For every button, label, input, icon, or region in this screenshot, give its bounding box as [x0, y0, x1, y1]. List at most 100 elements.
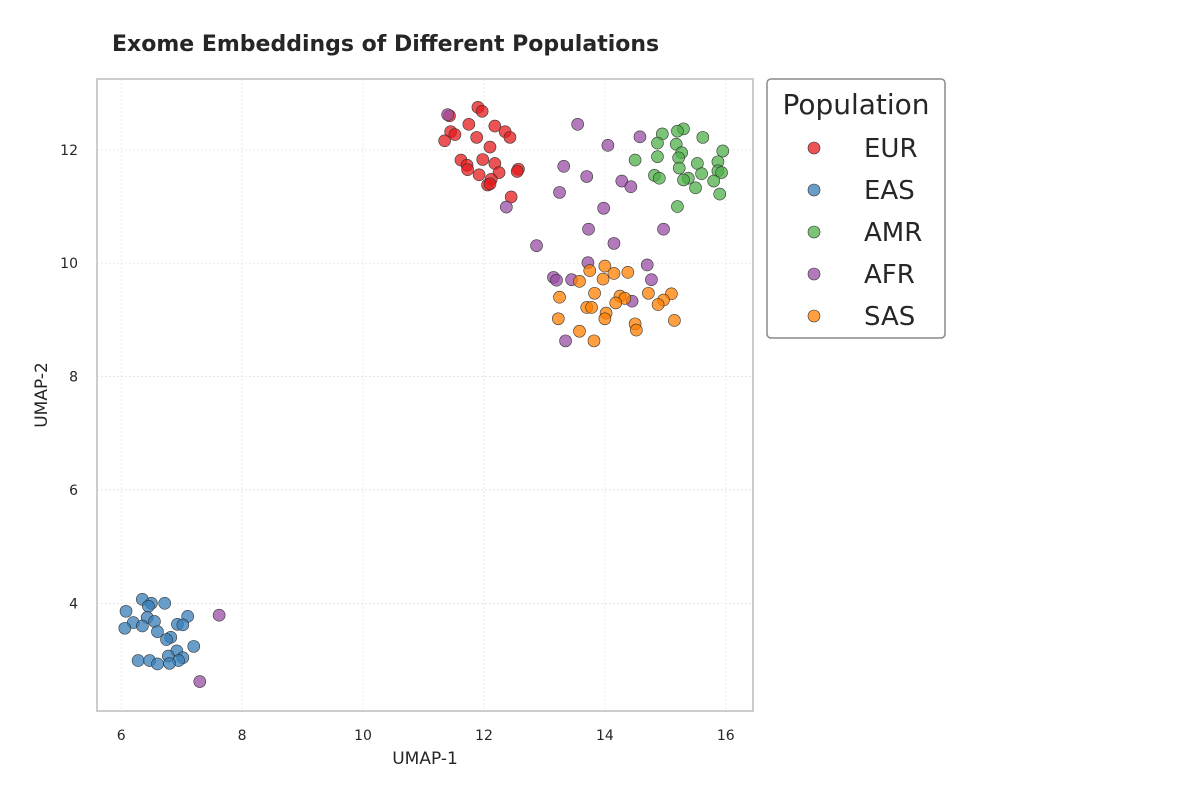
legend-marker: [807, 183, 821, 197]
series-amr: [628, 122, 730, 213]
x-tick-label: 10: [354, 728, 372, 744]
data-point-eas: [119, 604, 133, 618]
data-point-afr: [597, 201, 610, 215]
data-point-amr: [628, 153, 642, 167]
data-point-eas: [160, 633, 173, 646]
data-point-afr: [624, 180, 638, 193]
data-point-sas: [573, 324, 586, 338]
x-axis-ticks: 6 8 10 12 14 16: [117, 728, 735, 744]
legend-marker: [807, 267, 821, 281]
plot-frame: [96, 78, 754, 712]
data-point-amr: [672, 161, 686, 175]
data-point-sas: [630, 323, 643, 337]
legend-item-sas: SAS: [807, 302, 915, 332]
data-point-afr: [607, 237, 621, 250]
data-point-eur: [503, 131, 517, 144]
data-point-eur: [488, 119, 502, 133]
y-tick-label: 4: [69, 596, 78, 612]
data-point-sas: [609, 296, 623, 310]
data-point-eur: [483, 140, 497, 154]
data-point-afr: [615, 174, 629, 188]
data-point-afr: [500, 200, 513, 214]
y-tick-label: 6: [69, 483, 78, 499]
legend-label: AFR: [864, 260, 915, 290]
data-point-amr: [707, 174, 721, 188]
data-point-amr: [671, 124, 684, 138]
legend-item-amr: AMR: [807, 218, 922, 248]
data-point-sas: [585, 301, 598, 314]
data-point-afr: [557, 159, 571, 173]
data-point-afr: [559, 334, 572, 348]
data-point-amr: [715, 166, 728, 179]
y-tick-label: 8: [69, 370, 78, 386]
data-point-amr: [696, 131, 710, 144]
x-tick-label: 14: [596, 728, 614, 744]
data-point-eas: [158, 597, 172, 610]
data-point-amr: [651, 136, 664, 150]
x-tick-label: 8: [238, 728, 247, 744]
legend-label: AMR: [864, 218, 922, 248]
data-point-afr: [553, 186, 566, 199]
data-point-sas: [598, 312, 612, 326]
legend-title: Population: [782, 88, 929, 121]
data-point-amr: [695, 167, 708, 180]
data-point-sas: [621, 265, 635, 279]
data-point-afr: [212, 608, 226, 622]
data-point-sas: [651, 298, 665, 311]
data-point-eas: [118, 621, 132, 635]
data-point-eas: [163, 657, 176, 670]
legend-item-eas: EAS: [807, 176, 915, 206]
data-point-eur: [483, 177, 497, 191]
legend-marker: [807, 225, 821, 239]
series-eur: [438, 101, 525, 204]
data-point-afr: [530, 239, 543, 252]
data-point-afr: [640, 258, 654, 272]
data-point-eur: [504, 190, 518, 204]
data-point-afr: [441, 108, 454, 122]
data-point-eur: [438, 134, 451, 148]
data-point-eur: [462, 118, 476, 131]
data-point-amr: [671, 200, 684, 213]
data-point-amr: [651, 150, 664, 163]
y-axis-label: UMAP-2: [32, 362, 52, 428]
legend-marker: [807, 141, 821, 155]
data-point-sas: [668, 314, 681, 327]
data-point-sas: [642, 286, 655, 300]
data-point-afr: [550, 273, 563, 287]
data-point-sas: [553, 290, 566, 304]
chart-title: Exome Embeddings of Different Population…: [112, 32, 659, 57]
legend-label: EUR: [864, 134, 918, 164]
data-point-afr: [645, 273, 658, 286]
data-point-eur: [472, 168, 486, 182]
data-point-afr: [193, 675, 207, 688]
data-point-sas: [598, 259, 612, 273]
data-point-eur: [476, 153, 490, 166]
data-point-eur: [510, 165, 524, 178]
data-point-afr: [582, 222, 595, 236]
data-point-eur: [461, 163, 474, 176]
legend-label: SAS: [864, 302, 915, 332]
data-point-amr: [689, 181, 702, 195]
data-point-sas: [583, 264, 597, 277]
data-points: [118, 101, 730, 688]
data-point-sas: [588, 286, 601, 300]
data-point-sas: [573, 275, 586, 288]
data-point-afr: [657, 222, 670, 236]
series-sas: [552, 259, 681, 348]
data-point-eas: [136, 619, 149, 633]
x-tick-label: 6: [117, 728, 126, 744]
x-axis-label: UMAP-1: [392, 749, 458, 769]
data-point-sas: [596, 272, 610, 286]
data-point-eur: [470, 131, 483, 144]
data-point-afr: [571, 118, 584, 131]
series-afr: [193, 108, 670, 688]
data-point-eur: [475, 105, 489, 118]
legend: Population EUR EAS AMR AFR SAS: [766, 78, 946, 339]
data-point-eas: [187, 640, 201, 653]
data-point-amr: [677, 173, 690, 187]
data-point-eas: [176, 618, 190, 632]
legend-marker: [807, 309, 821, 323]
data-point-sas: [607, 267, 621, 280]
data-point-amr: [713, 187, 727, 201]
